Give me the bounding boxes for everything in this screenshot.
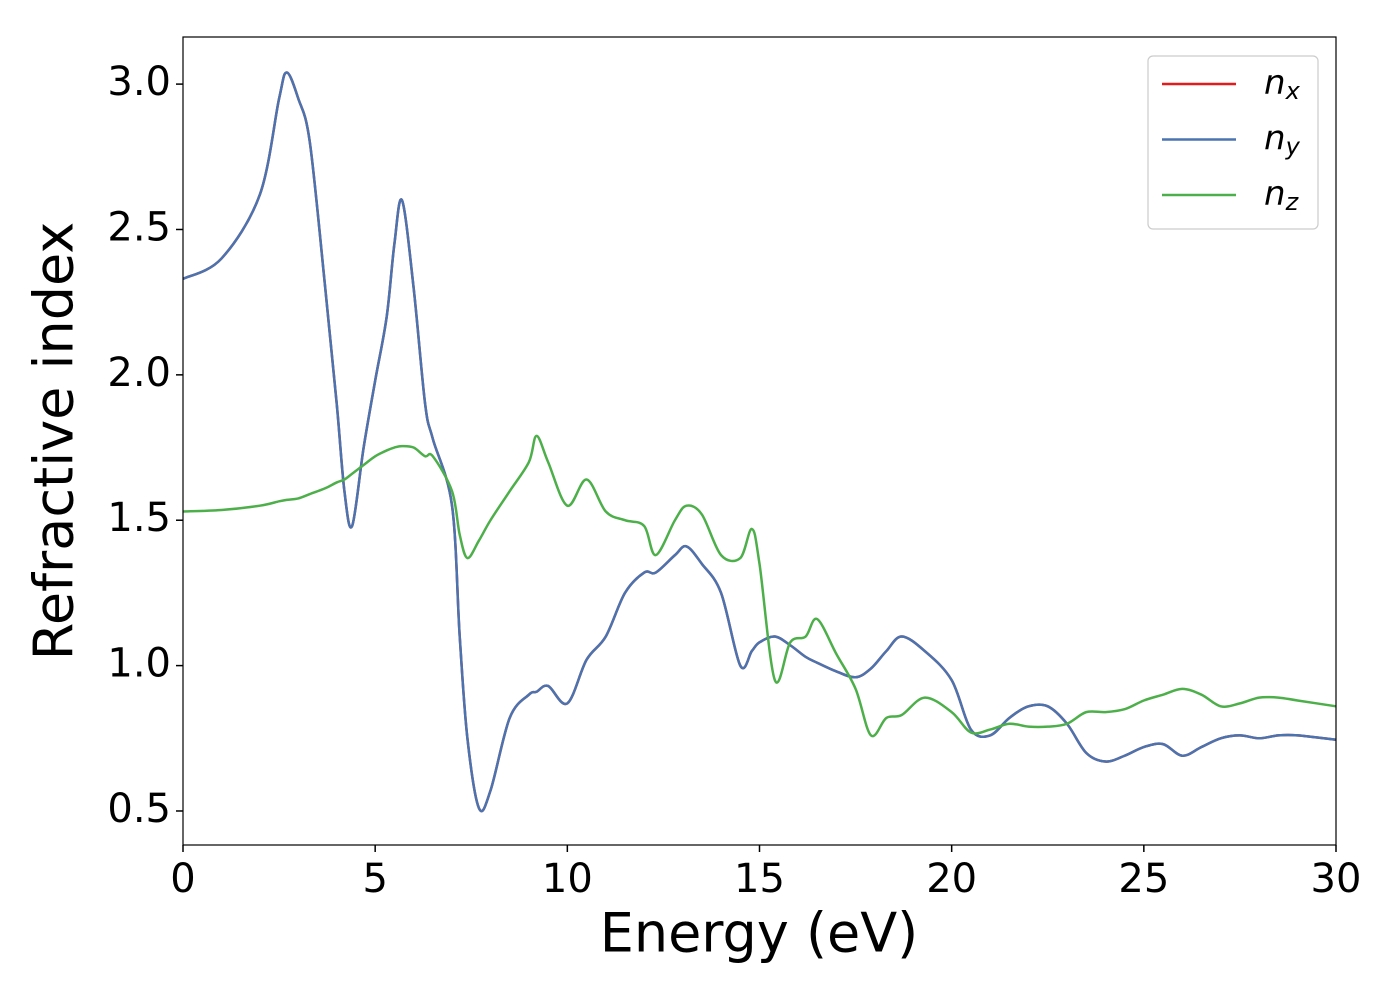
- x-axis-label: Energy (eV): [600, 902, 919, 965]
- plot-frame: [182, 36, 1337, 846]
- x-tick-label: 15: [734, 856, 785, 902]
- x-tick-label: 25: [1118, 856, 1169, 902]
- legend-box: [1147, 55, 1319, 230]
- data-line: [182, 71, 1337, 813]
- y-tick-label: 2.5: [107, 204, 171, 250]
- y-tick-label: 1.0: [107, 641, 171, 687]
- x-tick-label: 30: [1311, 856, 1362, 902]
- y-tick-label: 3.0: [107, 59, 171, 105]
- legend-label: ny: [1264, 118, 1301, 161]
- legend-label: nz: [1264, 174, 1300, 217]
- legend-label: nx: [1264, 63, 1301, 106]
- y-axis-label: Refractive index: [23, 222, 86, 661]
- x-tick-label: 10: [542, 856, 593, 902]
- x-tick-label: 0: [170, 856, 195, 902]
- x-tick-label: 5: [362, 856, 387, 902]
- data-line: [182, 434, 1337, 738]
- y-tick-label: 0.5: [107, 786, 171, 832]
- x-tick-label: 20: [926, 856, 977, 902]
- y-tick-label: 2.0: [107, 350, 171, 396]
- y-tick-label: 1.5: [107, 495, 171, 541]
